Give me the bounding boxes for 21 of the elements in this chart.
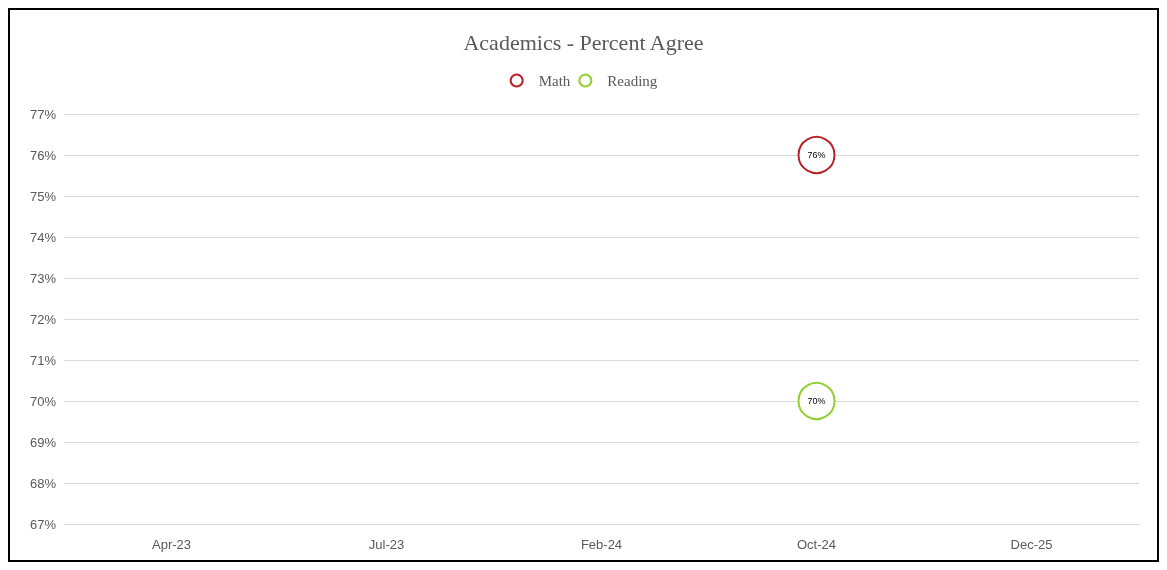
legend-label: Reading — [607, 72, 658, 89]
y-tick-label: 67% — [29, 516, 57, 532]
y-tick-label: 77% — [29, 106, 57, 122]
legend-label: Math — [538, 72, 571, 89]
y-tick-label: 72% — [29, 311, 57, 327]
x-tick-label: Dec-25 — [1010, 537, 1053, 552]
x-tick-label: Oct-24 — [796, 537, 837, 552]
x-tick-label: Apr-23 — [151, 537, 192, 552]
y-tick-label: 70% — [29, 393, 57, 409]
y-tick-label: 68% — [29, 475, 57, 491]
y-tick-label: 69% — [29, 434, 57, 450]
y-tick-label: 71% — [29, 352, 57, 368]
data-label: 76% — [807, 150, 826, 160]
x-tick-label: Feb-24 — [580, 537, 623, 552]
y-tick-label: 73% — [29, 270, 57, 286]
y-tick-label: 74% — [29, 229, 57, 245]
y-tick-label: 76% — [29, 147, 57, 163]
x-tick-label: Jul-23 — [368, 537, 405, 552]
y-tick-label: 75% — [29, 188, 57, 204]
chart-title: Academics - Percent Agree — [463, 29, 704, 55]
data-label: 70% — [807, 396, 826, 406]
